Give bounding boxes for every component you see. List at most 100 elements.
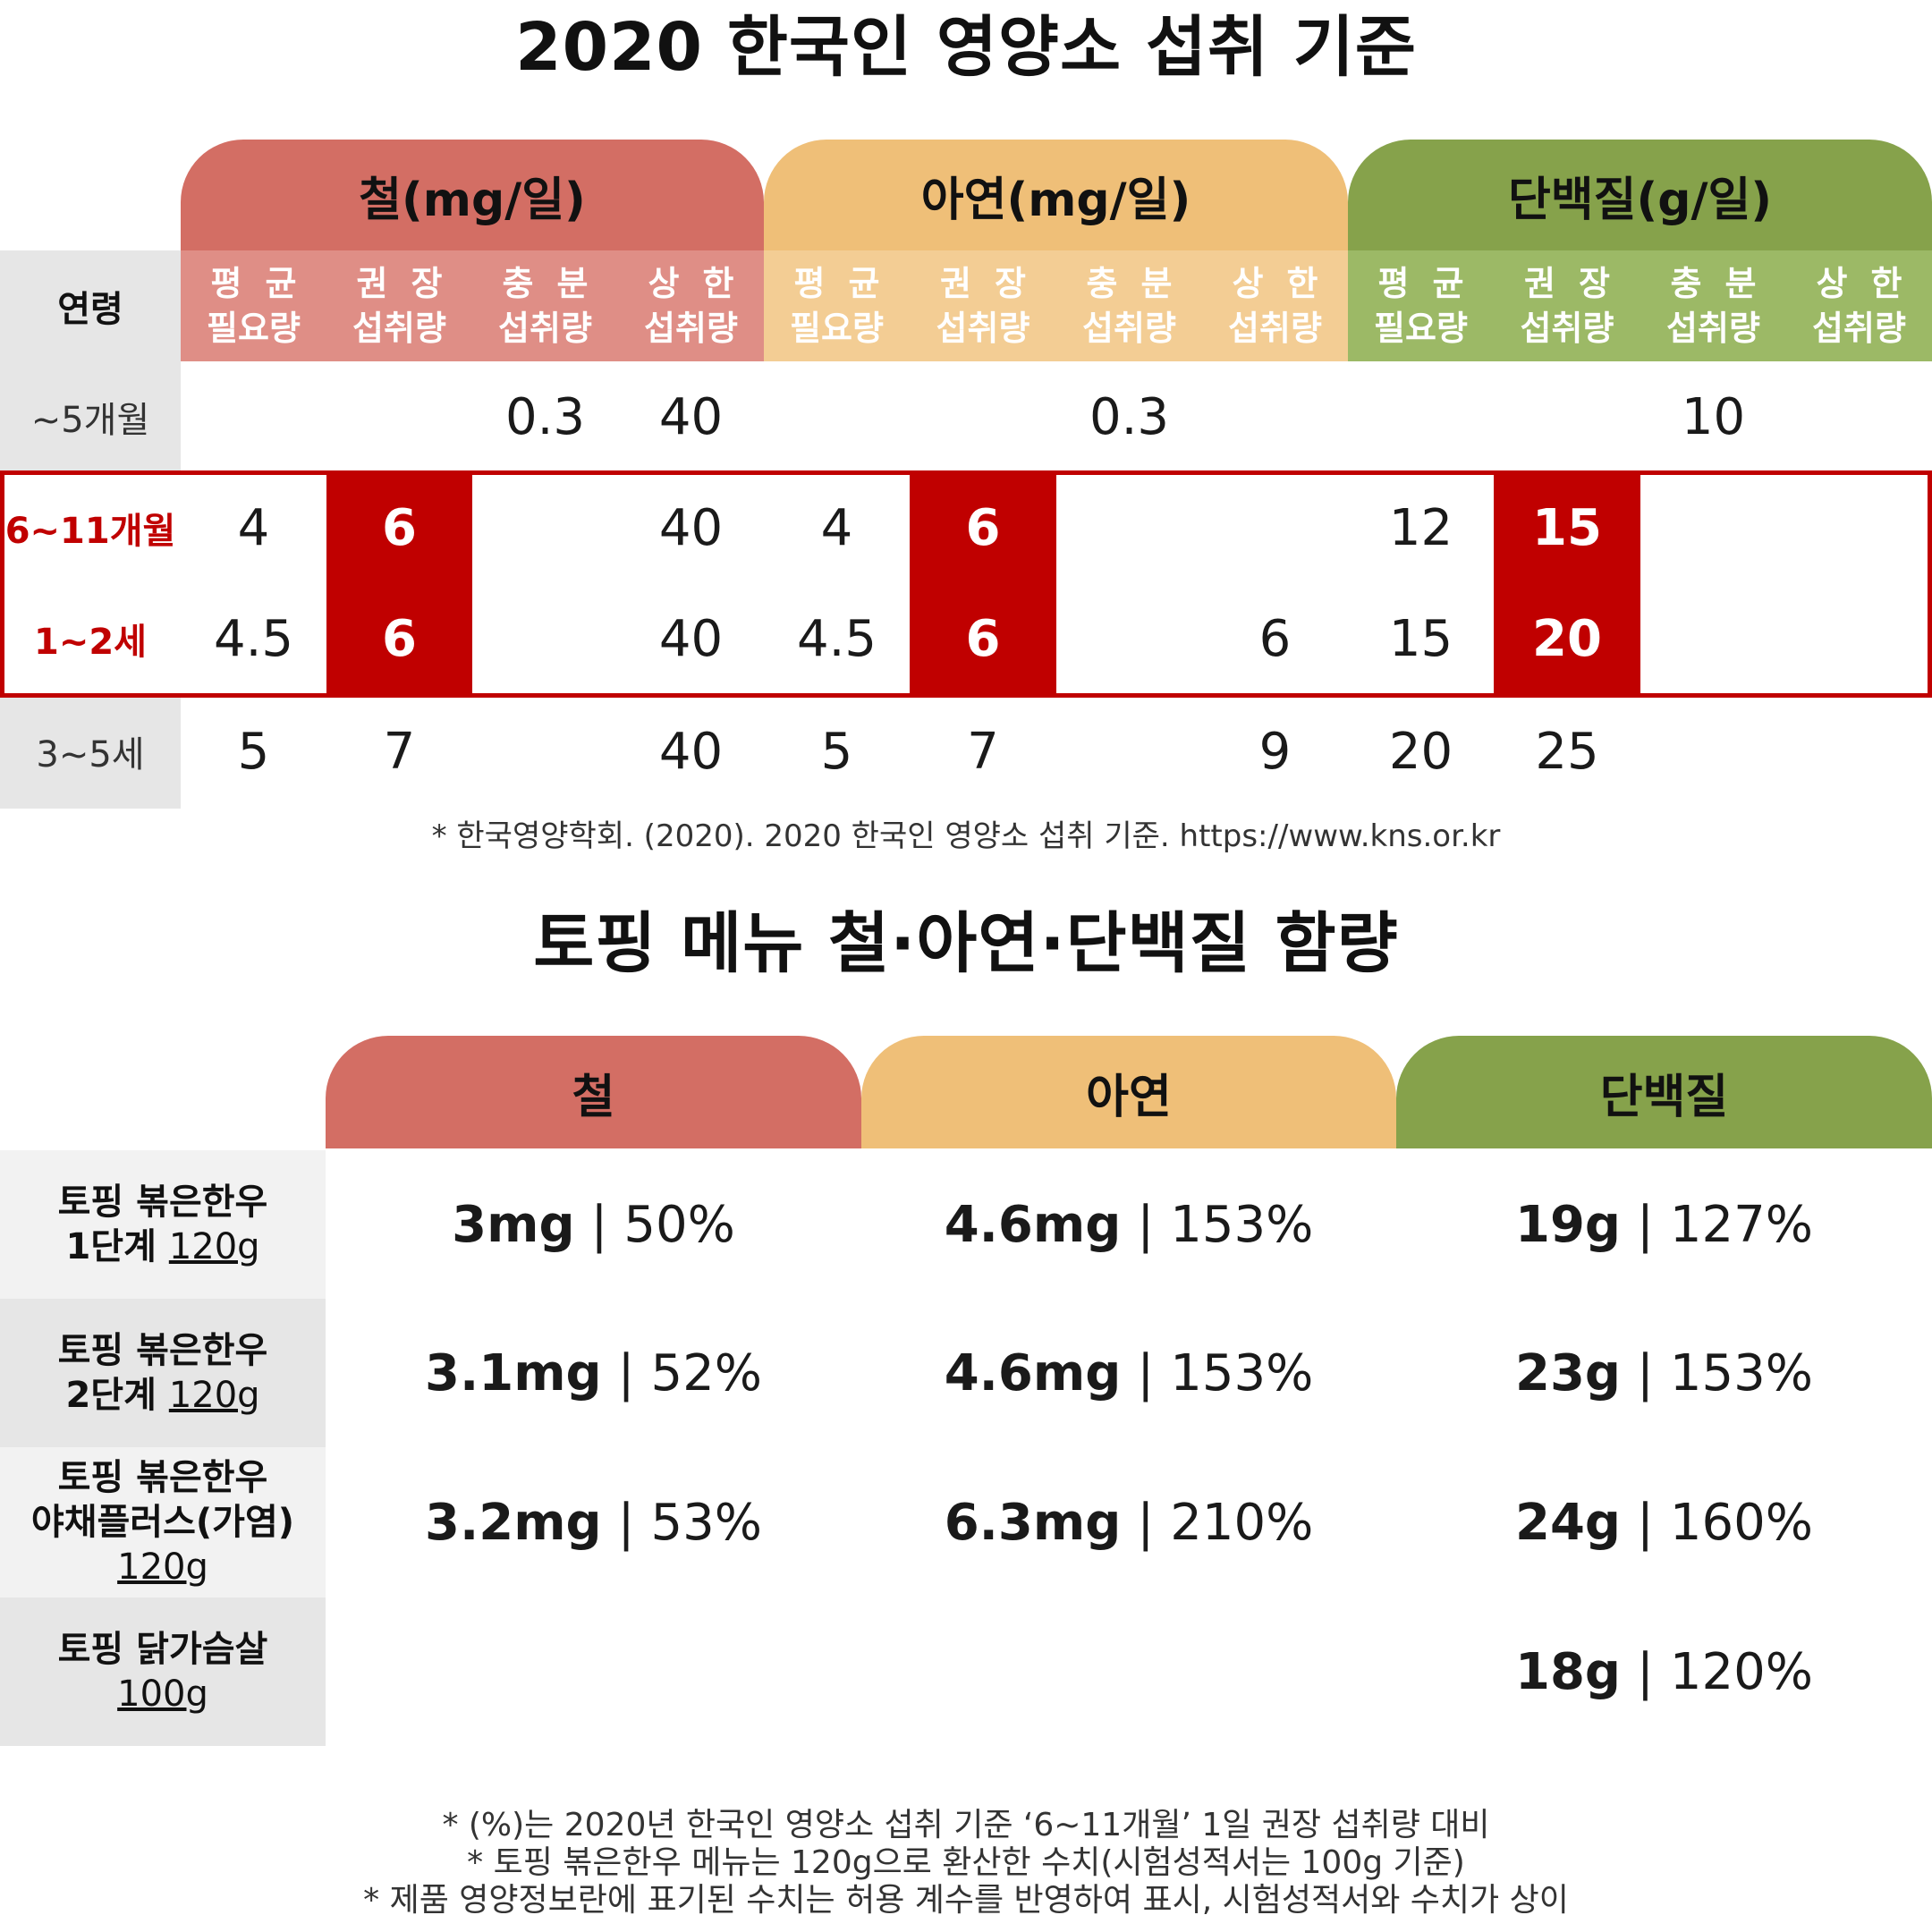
cell-3-5y-3: 40: [658, 722, 724, 781]
subheader-zinc-rni: 권장 섭취량: [910, 250, 1056, 361]
cell-6-11m-5: 6: [910, 472, 1056, 583]
separator: |: [1137, 1195, 1155, 1254]
cell-3-5y-2: [472, 694, 618, 809]
subheader-zinc-ai: 충분 섭취량: [1056, 250, 1202, 361]
menu-value-2-protein: 24g | 160%: [1396, 1447, 1932, 1597]
separator: |: [1637, 1195, 1654, 1254]
percent: 53%: [650, 1493, 762, 1552]
subheader-iron-ul: 상한 섭취량: [618, 250, 764, 361]
menu-value-2-iron: 3.2mg | 53%: [326, 1447, 861, 1597]
menu-value-0-zinc: 4.6mg | 153%: [861, 1150, 1396, 1299]
separator: |: [617, 1343, 635, 1402]
menu-value-0-protein: 19g | 127%: [1396, 1150, 1932, 1299]
cell-1-2y-0: 4.5: [213, 609, 294, 668]
cell-6-11m-9: 15: [1494, 472, 1640, 583]
separator: |: [1637, 1493, 1654, 1552]
cell-6-11m-1: 6: [326, 472, 472, 583]
percent: 52%: [650, 1343, 762, 1402]
subheader-protein-ul: 상한 섭취량: [1786, 250, 1932, 361]
menu-label-beef-step2: 토핑 볶은한우 2단계 120g: [0, 1299, 326, 1447]
highlight-box: [0, 470, 1932, 698]
subheader-iron-ai: 충분 섭취량: [472, 250, 618, 361]
age-header: 연령: [0, 250, 181, 361]
cell-3-5y-5: 7: [967, 722, 999, 781]
subheader-iron-rni: 권장 섭취량: [326, 250, 472, 361]
cell-1-2y-3: 40: [658, 609, 724, 668]
menu-value-3-iron: [326, 1597, 861, 1746]
cell-1-2y-8: 15: [1388, 609, 1453, 668]
title-topping-content: 토핑 메뉴 철·아연·단백질 함량: [533, 905, 1399, 982]
subheader-protein-ai: 충분 섭취량: [1640, 250, 1786, 361]
percent: 153%: [1170, 1343, 1314, 1402]
group-header-protein: 단백질(g/일): [1348, 140, 1932, 250]
age-label-3-5y: 3~5세: [0, 694, 181, 809]
subheader-iron-ear: 평균 필요량: [181, 250, 326, 361]
percent: 120%: [1669, 1642, 1813, 1701]
age-label-6-11m: 6~11개월: [0, 472, 181, 583]
age-label-0-5m: ~5개월: [0, 361, 181, 472]
cell-0-5m-3: 40: [658, 387, 724, 446]
footnote-3: * 제품 영양정보란에 표기된 수치는 허용 계수를 반영하여 표시, 시험성적…: [363, 1882, 1569, 1919]
amount: 18g: [1515, 1642, 1622, 1701]
amount: 3.1mg: [425, 1343, 602, 1402]
group2-header-zinc: 아연: [861, 1036, 1396, 1148]
amount: 19g: [1515, 1195, 1622, 1254]
cell-0-5m-5: [910, 361, 1056, 472]
footnote-2: * 토핑 볶은한우 메뉴는 120g으로 환산한 수치(시험성적서는 100g …: [467, 1844, 1465, 1881]
percent: 153%: [1669, 1343, 1813, 1402]
percent: 160%: [1669, 1493, 1813, 1552]
percent: 153%: [1170, 1195, 1314, 1254]
menu-value-3-zinc: [861, 1597, 1396, 1746]
menu-value-1-protein: 23g | 153%: [1396, 1299, 1932, 1447]
title-intake-standard: 2020 한국인 영양소 섭취 기준: [515, 9, 1417, 86]
cell-6-11m-3: 40: [658, 498, 724, 557]
cell-6-11m-0: 4: [237, 498, 270, 557]
cell-3-5y-4: 5: [820, 722, 853, 781]
group2-header-protein: 단백질: [1396, 1036, 1932, 1148]
cell-1-2y-5: 6: [910, 583, 1056, 694]
cell-0-5m-11: [1786, 361, 1932, 472]
cell-1-2y-1: 6: [326, 583, 472, 694]
group2-header-iron: 철: [326, 1036, 861, 1148]
cell-3-5y-6: [1056, 694, 1202, 809]
amount: 3mg: [452, 1195, 575, 1254]
separator: |: [590, 1195, 608, 1254]
separator: |: [1637, 1343, 1654, 1402]
footnote-1: * (%)는 2020년 한국인 영양소 섭취 기준 ‘6~11개월’ 1일 권…: [442, 1807, 1490, 1843]
percent: 210%: [1170, 1493, 1314, 1552]
menu-value-3-protein: 18g | 120%: [1396, 1597, 1932, 1746]
cell-0-5m-8: [1348, 361, 1494, 472]
subheader-zinc-ul: 상한 섭취량: [1202, 250, 1348, 361]
cell-1-2y-9: 20: [1494, 583, 1640, 694]
separator: |: [1637, 1642, 1654, 1701]
menu-value-1-zinc: 4.6mg | 153%: [861, 1299, 1396, 1447]
menu-label-beef-veg: 토핑 볶은한우 야채플러스(가염) 120g: [0, 1447, 326, 1597]
source-note: * 한국영양학회. (2020). 2020 한국인 영양소 섭취 기준. ht…: [431, 818, 1501, 854]
cell-3-5y-9: 25: [1535, 722, 1599, 781]
cell-3-5y-0: 5: [237, 722, 270, 781]
group-header-iron: 철(mg/일): [181, 140, 764, 250]
menu-label-beef-step1: 토핑 볶은한우 1단계 120g: [0, 1150, 326, 1299]
cell-0-5m-4: [764, 361, 910, 472]
cell-1-2y-4: 4.5: [796, 609, 877, 668]
separator: |: [617, 1493, 635, 1552]
subheader-protein-ear: 평균 필요량: [1348, 250, 1494, 361]
percent: 50%: [623, 1195, 735, 1254]
cell-0-5m-1: [326, 361, 472, 472]
cell-3-5y-11: [1786, 694, 1932, 809]
cell-3-5y-1: 7: [383, 722, 416, 781]
separator: |: [1137, 1493, 1155, 1552]
subheader-zinc-ear: 평균 필요량: [764, 250, 910, 361]
percent: 127%: [1669, 1195, 1813, 1254]
cell-0-5m-7: [1202, 361, 1348, 472]
menu-value-0-iron: 3mg | 50%: [326, 1150, 861, 1299]
separator: |: [1137, 1343, 1155, 1402]
cell-3-5y-10: [1640, 694, 1786, 809]
group-header-zinc: 아연(mg/일): [764, 140, 1348, 250]
cell-0-5m-9: [1494, 361, 1640, 472]
cell-3-5y-8: 20: [1388, 722, 1453, 781]
cell-0-5m-2: 0.3: [504, 387, 586, 446]
subheader-protein-rni: 권장 섭취량: [1494, 250, 1640, 361]
amount: 6.3mg: [944, 1493, 1122, 1552]
cell-0-5m-6: 0.3: [1089, 387, 1170, 446]
